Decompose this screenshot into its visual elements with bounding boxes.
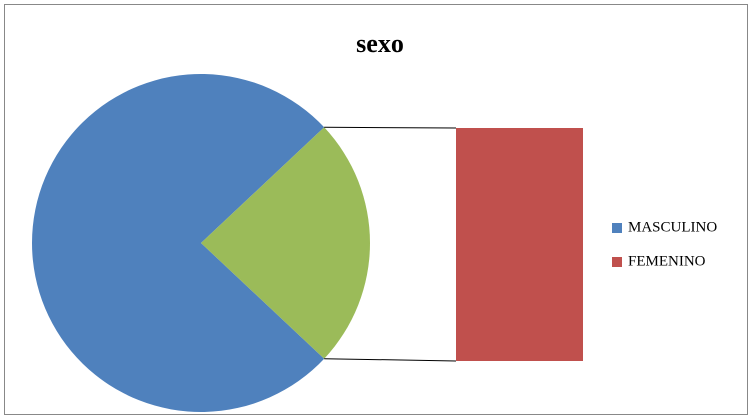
- pie-slice: [32, 74, 325, 412]
- connector-line: [324, 126, 457, 129]
- legend-label: MASCULINO: [628, 219, 717, 235]
- bar-segment: [456, 128, 583, 361]
- chart-title: sexo: [356, 29, 404, 58]
- legend-swatch: [612, 223, 622, 233]
- pie-slice-other: [201, 127, 370, 359]
- legend-label: FEMENINO: [628, 253, 706, 269]
- connector-line: [324, 358, 457, 362]
- legend-swatch: [612, 257, 622, 267]
